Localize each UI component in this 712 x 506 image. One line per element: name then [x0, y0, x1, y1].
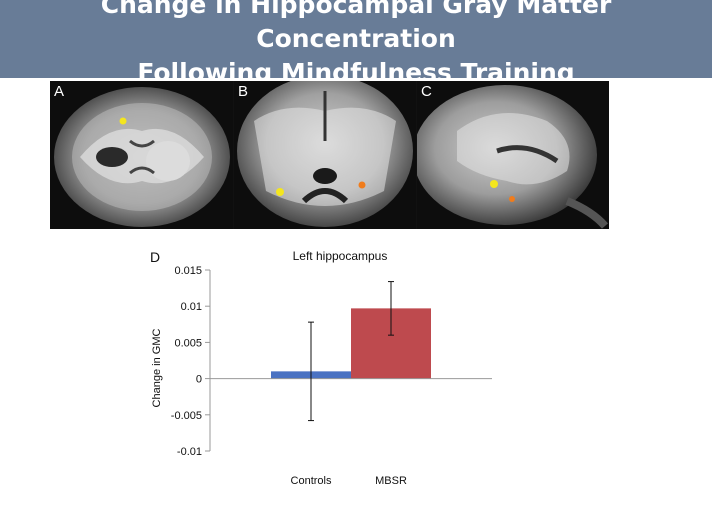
highlight-spot	[276, 188, 284, 196]
bar-chart-svg: D Left hippocampus Change in GMC 0.015 0.…	[150, 249, 492, 487]
title-banner: Change in Hippocampal Gray Matter Concen…	[0, 0, 712, 87]
highlight-spot	[490, 180, 498, 188]
coronal-brain-image	[234, 81, 416, 229]
panel-letter-c: C	[421, 83, 432, 100]
slide-title-line-1: Change in Hippocampal Gray Matter Concen…	[100, 0, 612, 53]
x-category-label: MBSR	[375, 475, 407, 487]
mri-panel-c: C	[417, 81, 609, 229]
highlight-spot	[358, 181, 366, 189]
panel-letter-b: B	[238, 83, 249, 100]
y-tick-label: 0	[196, 374, 202, 386]
y-axis-label: Change in GMC	[151, 329, 163, 408]
y-tick-label: -0.005	[171, 410, 202, 422]
y-tick-label: -0.01	[177, 446, 202, 458]
sagittal-brain-image	[417, 81, 609, 229]
highlight-spot	[119, 117, 127, 125]
axial-brain-image	[50, 81, 233, 229]
panel-letter-d: D	[150, 249, 160, 265]
bar-chart: D Left hippocampus Change in GMC 0.015 0.…	[140, 243, 500, 501]
chart-title: Left hippocampus	[293, 249, 388, 263]
mri-panel-a: A	[50, 81, 233, 229]
panel-letter-a: A	[54, 83, 65, 100]
highlight-spot	[509, 196, 515, 202]
mri-figure: A B	[50, 81, 609, 229]
y-tick-label: 0.005	[174, 337, 202, 349]
y-tick-label: 0.01	[181, 301, 202, 313]
x-category-label: Controls	[291, 475, 332, 487]
mri-panel-b: B	[234, 81, 416, 229]
y-tick-label: 0.015	[174, 265, 202, 277]
